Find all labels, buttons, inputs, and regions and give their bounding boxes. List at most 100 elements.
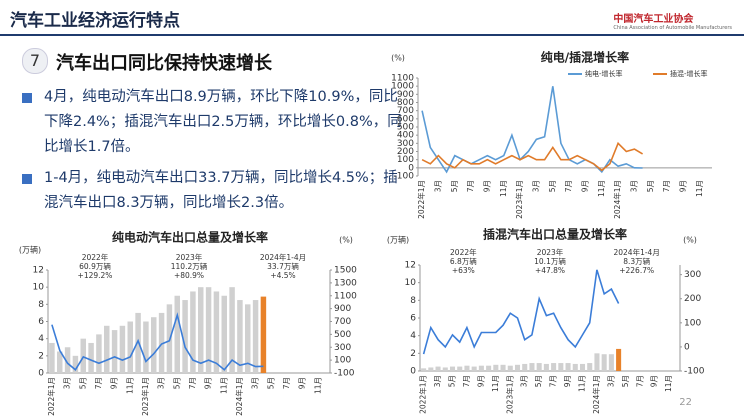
x-tick-label: 7月 — [564, 180, 573, 192]
bar — [88, 342, 94, 373]
bar — [198, 287, 204, 373]
y2-tick-label: 100 — [684, 318, 701, 328]
section-heading: 汽车出口同比保持快速增长 — [56, 53, 272, 74]
x-tick-label: 5月 — [548, 180, 557, 192]
y-unit: (万辆) — [19, 245, 41, 255]
y2-tick-label: 1300 — [334, 278, 357, 288]
bar — [500, 364, 506, 371]
bar — [428, 367, 434, 371]
bar — [522, 363, 528, 371]
x-tick-label: 7月 — [462, 375, 471, 387]
x-tick-label: 11月 — [597, 180, 606, 197]
y-tick-label: 0 — [410, 367, 416, 377]
y-tick-label: 900 — [397, 90, 414, 100]
y2-tick-label: 300 — [334, 343, 351, 353]
bar — [190, 291, 196, 373]
bar — [449, 366, 456, 371]
line — [421, 141, 644, 172]
y-tick-label: 600 — [397, 114, 414, 124]
x-tick-label: 3月 — [63, 377, 72, 389]
bar — [572, 363, 578, 371]
x-tick-label: 2023年1月 — [504, 375, 514, 414]
x-tick-label: 5月 — [172, 377, 181, 389]
chart-title: 纯电动汽车出口总量及增长率 — [112, 230, 268, 245]
y-tick-label: 0 — [408, 163, 414, 173]
x-tick-label: 3月 — [606, 375, 615, 387]
x-tick-label: 5月 — [621, 375, 630, 387]
line — [421, 86, 643, 174]
bar — [158, 312, 165, 373]
bar — [558, 363, 564, 371]
x-tick-label: 11月 — [499, 180, 508, 197]
y-tick-label: -100 — [394, 172, 415, 182]
annotation: 2023年 — [537, 247, 564, 257]
bar — [205, 287, 212, 373]
bar — [72, 355, 79, 373]
bar — [182, 300, 188, 373]
bar — [57, 351, 63, 373]
bar — [493, 364, 499, 371]
y-tick-label: 200 — [397, 147, 414, 157]
annotation: 33.7万辆 — [267, 261, 299, 271]
bar — [507, 365, 513, 371]
y-tick-label: 300 — [397, 139, 414, 149]
y-tick-label: 4 — [38, 334, 44, 344]
x-tick-label: 5月 — [448, 375, 457, 387]
annotation: +226.7% — [619, 266, 654, 275]
bar — [127, 321, 133, 373]
x-tick-label: 9月 — [482, 180, 491, 192]
x-tick-label: 5月 — [78, 377, 87, 389]
x-tick-label: 9月 — [476, 375, 485, 387]
bar — [536, 363, 542, 371]
y-tick-label: 800 — [397, 98, 414, 108]
y2-tick-label: 1500 — [334, 266, 357, 276]
bar — [514, 364, 521, 371]
x-tick-label: 7月 — [635, 375, 644, 387]
logo: 中国汽车工业协会 China Association of Automobile… — [613, 10, 732, 31]
x-tick-label: 2023年1月 — [514, 180, 524, 219]
bar — [486, 365, 492, 371]
x-tick-label: 5月 — [266, 377, 275, 389]
x-tick-label: 3月 — [531, 180, 540, 192]
page-number: 22 — [679, 397, 692, 408]
bar — [421, 368, 427, 371]
x-tick-label: 3月 — [433, 375, 442, 387]
x-tick-label: 3月 — [433, 180, 442, 192]
y2-unit: (%) — [683, 236, 697, 245]
chart-title: 插混汽车出口总量及增长率 — [483, 227, 627, 242]
annotation: 2024年1-4月 — [260, 252, 306, 262]
line — [422, 269, 620, 355]
bar — [119, 325, 126, 373]
bar — [151, 317, 157, 373]
x-tick-label: 11月 — [664, 375, 673, 392]
bar — [260, 296, 267, 373]
bar — [221, 295, 227, 373]
y2-tick-label: 1100 — [334, 291, 357, 301]
x-tick-label: 11月 — [578, 375, 587, 392]
x-tick-label: 7月 — [94, 377, 103, 389]
annotation: 2022年 — [82, 252, 109, 262]
x-tick-label: 9月 — [110, 377, 119, 389]
y-tick-label: 2 — [410, 349, 416, 359]
section-number: 7 — [22, 48, 48, 74]
x-tick-label: 7月 — [662, 180, 671, 192]
logo-english: China Association of Automobile Manufact… — [613, 25, 732, 31]
annotation: 110.2万辆 — [171, 261, 208, 271]
y-tick-label: 2 — [38, 351, 44, 361]
bar — [111, 330, 118, 373]
bar — [579, 363, 586, 371]
y2-tick-label: -100 — [334, 369, 355, 379]
y2-unit: (%) — [339, 236, 353, 245]
y-tick-label: 500 — [397, 123, 414, 133]
y-tick-label: 1100 — [391, 74, 414, 84]
bar — [616, 348, 622, 371]
bar — [543, 363, 549, 371]
line — [51, 312, 264, 372]
y2-tick-label: 500 — [334, 330, 351, 340]
bar — [104, 325, 110, 373]
bar — [594, 353, 600, 371]
x-tick-label: 11月 — [695, 180, 704, 197]
bar — [49, 342, 55, 373]
x-tick-label: 7月 — [549, 375, 558, 387]
